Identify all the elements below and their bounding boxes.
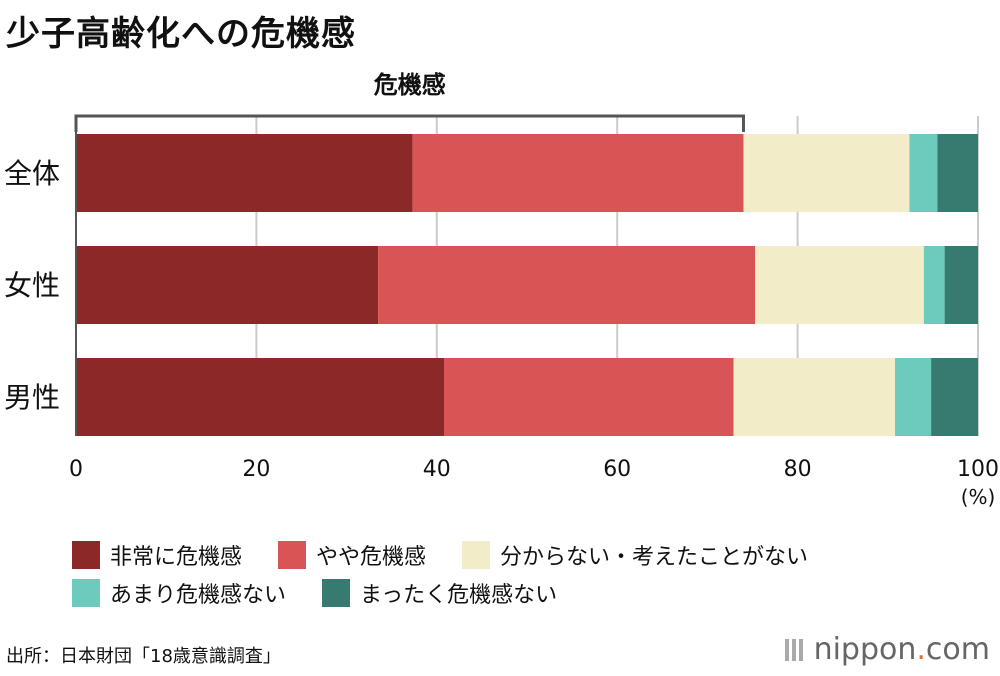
bar-1-0 bbox=[76, 246, 379, 324]
logo-dot: . bbox=[916, 632, 926, 667]
bar-2-3 bbox=[895, 358, 932, 436]
chart-title: 少子高齢化への危機感 bbox=[6, 14, 356, 54]
legend-label-1: やや危機感 bbox=[316, 545, 427, 570]
bar-2-2 bbox=[733, 358, 896, 436]
logo-suffix: com bbox=[925, 632, 990, 667]
bar-0-1 bbox=[412, 134, 744, 212]
logo-bars-icon bbox=[784, 638, 806, 661]
x-tick-label-4: 80 bbox=[784, 457, 812, 482]
bar-0-3 bbox=[909, 134, 938, 212]
category-label-0: 全体 bbox=[4, 157, 60, 190]
legend-label-0: 非常に危機感 bbox=[110, 545, 243, 570]
bracket-line bbox=[74, 114, 745, 132]
bar-1-4 bbox=[944, 246, 978, 324]
x-tick-label-2: 40 bbox=[423, 457, 451, 482]
legend-swatch-2 bbox=[462, 541, 491, 569]
legend-item-0: 非常に危機感 bbox=[72, 539, 242, 571]
bar-1-2 bbox=[755, 246, 924, 324]
bar-1-1 bbox=[378, 246, 756, 324]
legend-item-1: やや危機感 bbox=[278, 539, 426, 571]
bar-2-0 bbox=[76, 358, 445, 436]
legend-label-2: 分からない・考えたことがない bbox=[500, 545, 809, 570]
x-tick-label-5: 100 bbox=[957, 457, 999, 482]
legend: 非常に危機感 やや危機感 分からない・考えたことがない あまり危機感ない まった… bbox=[72, 536, 992, 612]
category-label-1: 女性 bbox=[4, 269, 60, 302]
legend-row-2: あまり危機感ない まったく危機感ない bbox=[72, 574, 992, 612]
legend-row-1: 非常に危機感 やや危機感 分からない・考えたことがない bbox=[72, 536, 992, 574]
x-tick-label-1: 20 bbox=[242, 457, 270, 482]
legend-swatch-4 bbox=[322, 579, 351, 607]
bar-2-1 bbox=[444, 358, 734, 436]
legend-item-2: 分からない・考えたことがない bbox=[462, 539, 808, 571]
nippon-com-logo: nippon. com bbox=[784, 632, 990, 667]
bar-0-4 bbox=[937, 134, 978, 212]
x-tick-label-0: 0 bbox=[69, 457, 83, 482]
logo-name: nippon bbox=[813, 632, 917, 667]
bar-0-0 bbox=[76, 134, 413, 212]
legend-swatch-3 bbox=[72, 579, 100, 607]
legend-item-4: まったく危機感ない bbox=[322, 577, 557, 609]
bar-2-4 bbox=[931, 358, 978, 436]
x-tick-label-3: 60 bbox=[603, 457, 631, 482]
bar-0-2 bbox=[743, 134, 910, 212]
legend-item-3: あまり危機感ない bbox=[72, 577, 286, 609]
legend-swatch-0 bbox=[72, 541, 100, 569]
source-note: 出所：日本財団「18歳意識調査」 bbox=[6, 646, 281, 667]
legend-label-3: あまり危機感ない bbox=[110, 583, 287, 608]
bar-1-3 bbox=[923, 246, 945, 324]
legend-label-4: まったく危機感ない bbox=[360, 583, 558, 608]
x-unit-label: (%) bbox=[961, 485, 996, 509]
legend-swatch-1 bbox=[278, 541, 307, 569]
category-label-2: 男性 bbox=[4, 381, 60, 414]
bracket-label: 危機感 bbox=[374, 71, 446, 99]
